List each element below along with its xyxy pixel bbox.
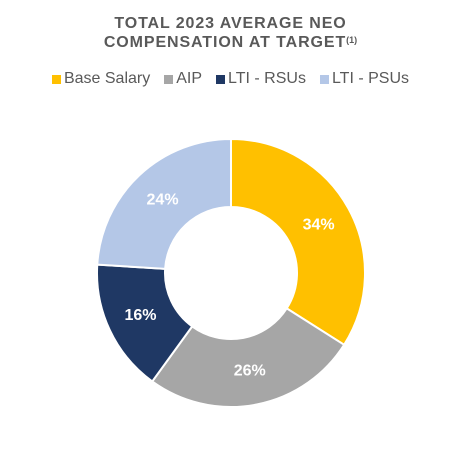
legend-label-lti-rsus: LTI - RSUs <box>228 70 306 87</box>
legend-swatch-lti-psus <box>319 74 329 84</box>
data-label-base-salary: 34% <box>303 216 335 233</box>
chart-title-footnote-marker: (1) <box>346 35 358 45</box>
legend-swatch-lti-rsus <box>216 74 226 84</box>
chart-legend: Base Salary AIP LTI - RSUs LTI - PSUs <box>0 69 461 89</box>
legend-item-base-salary: Base Salary <box>51 69 151 89</box>
donut-slice-lti-psus <box>96 137 232 270</box>
chart-title-line-2-text: COMPENSATION AT TARGET <box>103 34 347 51</box>
donut-data-labels: 34% 26% 16% 24% <box>125 192 335 380</box>
legend-item-lti-rsus: LTI - RSUs <box>216 69 306 89</box>
legend-label-lti-psus: LTI - PSUs <box>331 70 410 87</box>
legend-swatch-base-salary <box>51 74 61 84</box>
data-label-lti-psus: 24% <box>147 192 179 209</box>
chart-title-line-1: TOTAL 2023 AVERAGE NEO <box>114 15 347 32</box>
data-label-aip: 26% <box>234 363 266 380</box>
chart-title-line-2: COMPENSATION AT TARGET(1) <box>0 33 461 52</box>
legend-item-aip: AIP <box>164 69 202 89</box>
legend-swatch-aip <box>164 74 174 84</box>
legend-item-lti-psus: LTI - PSUs <box>319 69 410 89</box>
donut-slices <box>96 137 366 408</box>
donut-slice-base-salary <box>230 137 366 347</box>
legend-label-base-salary: Base Salary <box>63 70 151 87</box>
chart-title: TOTAL 2023 AVERAGE NEO COMPENSATION AT T… <box>0 14 461 52</box>
donut-slice-aip <box>150 306 346 408</box>
legend-label-aip: AIP <box>176 70 203 87</box>
data-label-lti-rsus: 16% <box>125 307 157 324</box>
